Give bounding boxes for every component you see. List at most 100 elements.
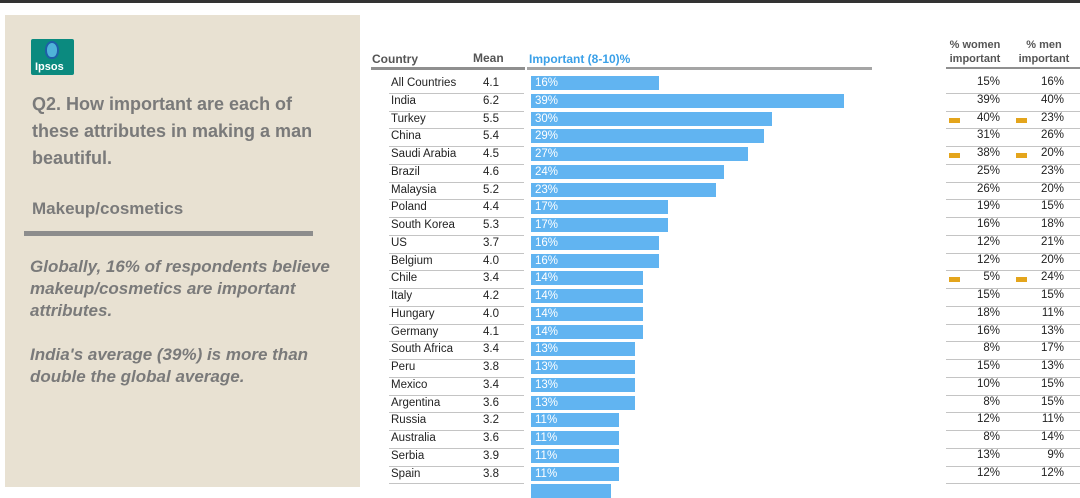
bar-value-label: 14% <box>535 272 559 285</box>
note-india: India's average (39%) is more than doubl… <box>30 345 309 386</box>
row-separator <box>389 92 524 94</box>
country-label: India <box>391 94 416 107</box>
row-separator-gender <box>946 270 1080 272</box>
women-value: 16% <box>976 324 1000 337</box>
women-value: 8% <box>983 431 1000 443</box>
logo-text: Ipsos <box>35 61 64 73</box>
bar-value-label: 16% <box>535 77 559 89</box>
men-value: 40% <box>1040 93 1064 106</box>
header-women: % women important <box>946 38 1004 66</box>
mean-value: 3.9 <box>483 449 499 462</box>
men-value: 20% <box>1040 182 1064 195</box>
logo-mark-icon <box>45 41 59 59</box>
men-value: 20% <box>1040 147 1064 159</box>
bar-value-label: 14% <box>535 290 559 302</box>
women-value: 8% <box>983 395 1000 408</box>
mean-value: 4.0 <box>483 254 499 267</box>
bar: 17% <box>531 200 668 215</box>
bar-partial <box>531 484 612 498</box>
men-value: 15% <box>1040 395 1064 408</box>
country-label: Serbia <box>391 449 425 462</box>
row-separator-gender <box>946 465 1080 467</box>
bar: 14% <box>531 289 644 303</box>
panel-divider <box>24 231 313 236</box>
women-value: 16% <box>976 218 1000 230</box>
row-separator-gender <box>946 234 1080 236</box>
women-value: 31% <box>976 129 1000 142</box>
bar-value-label: 11% <box>535 432 558 444</box>
country-label: Chile <box>391 272 418 285</box>
row-separator <box>389 199 524 201</box>
row-separator <box>389 181 524 183</box>
ipsos-logo: Ipsos <box>31 39 74 75</box>
row-separator <box>389 252 524 254</box>
men-value: 13% <box>1040 360 1064 372</box>
row-separator <box>389 359 524 360</box>
row-separator-gender <box>946 110 1080 112</box>
bar-value-label: 27% <box>535 148 559 160</box>
info-panel: Ipsos Q2. How important are each of thes… <box>5 15 360 487</box>
row-separator-gender <box>946 146 1080 147</box>
country-label: Belgium <box>391 254 433 267</box>
bar-value-label: 11% <box>535 449 558 462</box>
country-label: US <box>391 236 407 249</box>
women-value: 15% <box>976 289 1000 301</box>
row-separator <box>389 128 524 130</box>
men-value: 24% <box>1040 271 1064 284</box>
mean-value: 3.6 <box>483 396 499 409</box>
attribute-subtitle: Makeup/cosmetics <box>32 199 184 218</box>
women-value: 19% <box>976 200 1000 213</box>
bar: 39% <box>531 93 845 108</box>
mean-value: 4.1 <box>483 325 499 338</box>
mean-value: 5.5 <box>483 112 499 125</box>
mean-value: 4.5 <box>483 148 499 160</box>
country-label: South Korea <box>391 219 455 231</box>
row-separator <box>389 483 524 485</box>
women-flag-marker <box>949 277 960 283</box>
bar: 16% <box>531 76 660 90</box>
country-label: Brazil <box>391 165 420 178</box>
row-separator-gender <box>946 252 1080 254</box>
row-separator <box>389 288 524 289</box>
mean-value: 3.2 <box>483 414 499 427</box>
women-value: 26% <box>976 182 1000 195</box>
mean-value: 3.8 <box>483 467 499 480</box>
men-value: 13% <box>1040 324 1064 337</box>
bar-value-label: 23% <box>535 183 559 196</box>
top-rule <box>0 0 1080 3</box>
bar-value-label: 30% <box>535 112 559 125</box>
bar: 11% <box>531 466 620 481</box>
note-global: Globally, 16% of respondents believe mak… <box>30 257 330 320</box>
row-separator-gender <box>946 199 1080 201</box>
women-value: 40% <box>976 111 1000 124</box>
bar: 17% <box>531 218 668 232</box>
men-value: 21% <box>1040 235 1064 248</box>
women-value: 38% <box>976 147 1000 159</box>
women-value: 15% <box>976 360 1000 372</box>
bar: 11% <box>531 431 620 445</box>
bar: 13% <box>531 395 636 410</box>
row-separator <box>389 110 524 112</box>
bar-value-label: 17% <box>535 219 559 231</box>
men-value: 17% <box>1040 342 1064 355</box>
men-value: 23% <box>1040 111 1064 124</box>
row-separator <box>389 146 524 147</box>
mean-value: 3.4 <box>483 378 499 391</box>
women-value: 12% <box>976 235 1000 248</box>
bar: 14% <box>531 306 644 321</box>
country-label: South Africa <box>391 343 454 356</box>
country-label: Russia <box>391 414 427 427</box>
row-separator <box>389 447 524 449</box>
row-separator <box>389 270 524 272</box>
mean-value: 3.4 <box>483 343 499 356</box>
row-separator-gender <box>946 305 1080 307</box>
bar: 23% <box>531 182 716 197</box>
bar-value-label: 14% <box>535 307 559 320</box>
row-separator-gender <box>946 288 1080 289</box>
country-label: Italy <box>391 290 413 302</box>
bar-value-label: 24% <box>535 165 559 178</box>
men-value: 26% <box>1040 129 1064 142</box>
bar-value-label: 11% <box>535 467 558 480</box>
mean-value: 5.2 <box>483 183 499 196</box>
bar: 13% <box>531 360 636 374</box>
